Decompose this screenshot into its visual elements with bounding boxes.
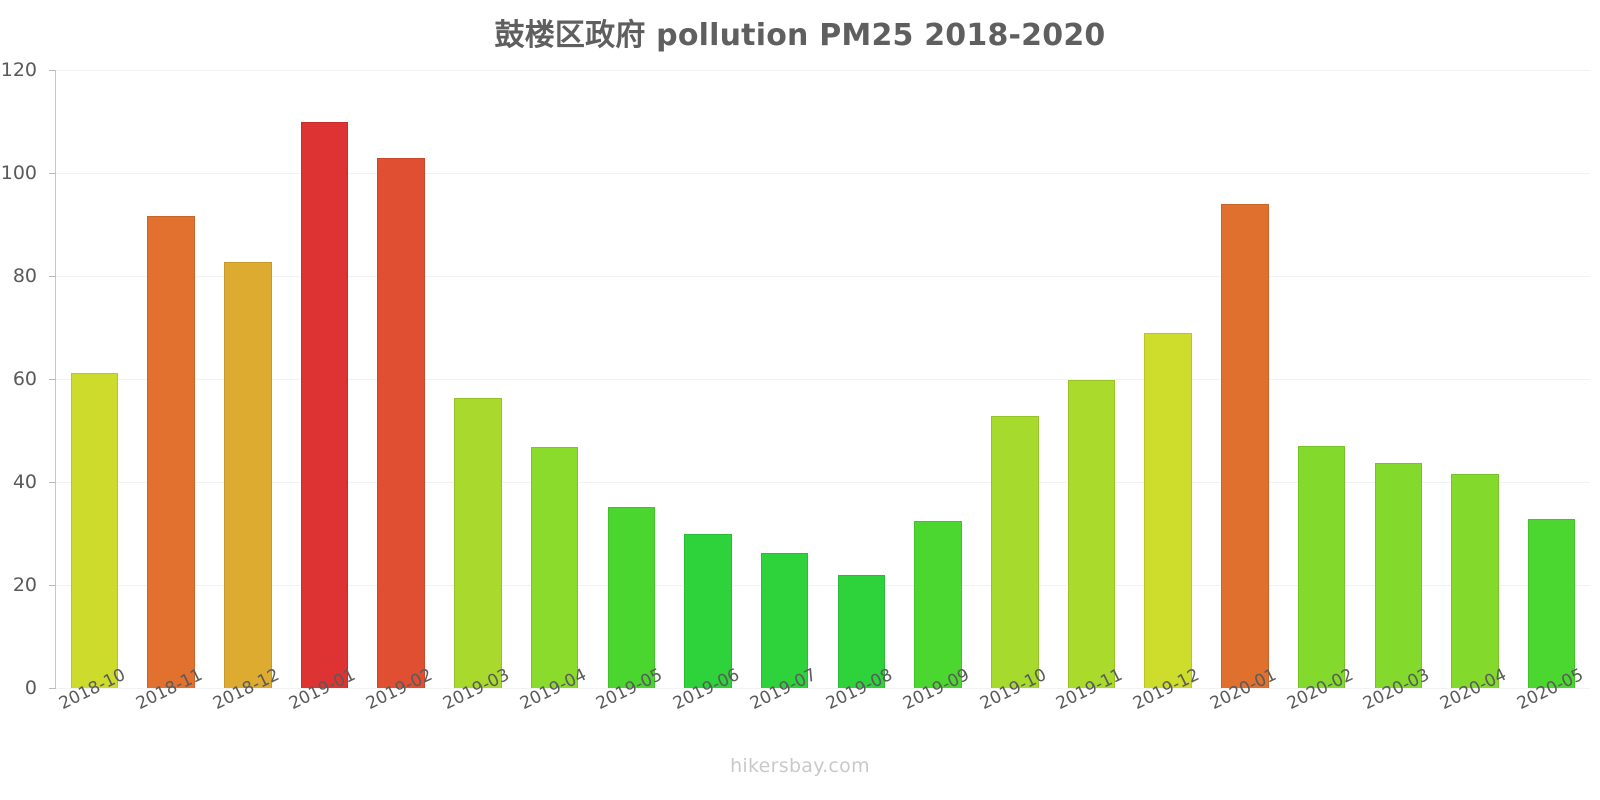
x-label-slot: 2020-02 bbox=[1283, 665, 1360, 752]
gridline bbox=[55, 688, 1590, 689]
y-axis-tick-label: 80 bbox=[12, 265, 37, 287]
bar-slot bbox=[1283, 70, 1360, 688]
bar-slot bbox=[133, 70, 210, 688]
x-label-slot: 2020-03 bbox=[1360, 665, 1437, 752]
bar[interactable] bbox=[1221, 203, 1269, 688]
bar[interactable] bbox=[223, 262, 272, 688]
bar[interactable] bbox=[684, 534, 732, 688]
bar-slot bbox=[900, 70, 977, 688]
bar-slot bbox=[976, 70, 1053, 688]
y-axis-tick-mark bbox=[49, 688, 56, 689]
y-axis-tick-label: 100 bbox=[0, 162, 37, 184]
bar-slot bbox=[746, 70, 823, 688]
y-axis-tick-mark bbox=[49, 379, 56, 380]
y-axis-tick-label: 120 bbox=[0, 59, 37, 81]
bar-slot bbox=[56, 70, 133, 688]
y-axis-tick-mark bbox=[49, 585, 56, 586]
bar[interactable] bbox=[1297, 446, 1346, 688]
bar[interactable] bbox=[147, 215, 195, 688]
bar[interactable] bbox=[1451, 474, 1499, 688]
x-axis-labels: 2018-10 2018-11 2018-12 2019-01 2019-02 2019-… bbox=[56, 665, 1590, 752]
bar-series bbox=[56, 70, 1590, 688]
bar[interactable] bbox=[530, 446, 579, 688]
chart-title: 鼓楼区政府 pollution PM25 2018-2020 bbox=[494, 18, 1106, 53]
bar-slot bbox=[363, 70, 440, 688]
bar-slot bbox=[1437, 70, 1514, 688]
gridline bbox=[55, 173, 1590, 174]
y-axis-tick-mark bbox=[49, 70, 56, 71]
x-label-slot: 2018-11 bbox=[133, 665, 210, 752]
x-label-slot: 2020-04 bbox=[1437, 665, 1514, 752]
x-label-slot: 2019-11 bbox=[1053, 665, 1130, 752]
x-label-slot: 2019-05 bbox=[593, 665, 670, 752]
x-label-slot: 2019-06 bbox=[670, 665, 747, 752]
x-label-slot: 2019-08 bbox=[823, 665, 900, 752]
bar-slot bbox=[1207, 70, 1284, 688]
y-axis-tick-mark bbox=[49, 482, 56, 483]
x-label-slot: 2018-10 bbox=[56, 665, 133, 752]
bar[interactable] bbox=[991, 416, 1039, 688]
y-axis-tick-label: 40 bbox=[12, 471, 37, 493]
bar[interactable] bbox=[1527, 519, 1576, 688]
bar-slot bbox=[516, 70, 593, 688]
x-label-slot: 2019-07 bbox=[746, 665, 823, 752]
x-label-slot: 2019-04 bbox=[516, 665, 593, 752]
gridline bbox=[55, 482, 1590, 483]
bar[interactable] bbox=[914, 520, 962, 688]
x-label-slot: 2019-01 bbox=[286, 665, 363, 752]
bar[interactable] bbox=[300, 121, 349, 688]
gridline bbox=[55, 379, 1590, 380]
bar[interactable] bbox=[1067, 380, 1116, 688]
x-label-slot: 2019-10 bbox=[976, 665, 1053, 752]
gridline bbox=[55, 276, 1590, 277]
x-label-slot: 2019-02 bbox=[363, 665, 440, 752]
x-label-slot: 2020-01 bbox=[1207, 665, 1284, 752]
y-axis-tick-mark bbox=[49, 276, 56, 277]
x-label-slot: 2019-03 bbox=[440, 665, 517, 752]
bar-slot bbox=[1360, 70, 1437, 688]
x-label-slot: 2019-09 bbox=[900, 665, 977, 752]
y-axis-tick-mark bbox=[49, 173, 56, 174]
bar-slot bbox=[670, 70, 747, 688]
bar-slot bbox=[286, 70, 363, 688]
watermark: hikersbay.com bbox=[730, 755, 870, 777]
plot-area: 0 20 40 60 80 100 120 bbox=[1, 59, 1590, 699]
bar[interactable] bbox=[377, 157, 425, 688]
bar-slot bbox=[209, 70, 286, 688]
bar-slot bbox=[593, 70, 670, 688]
bar[interactable] bbox=[1374, 462, 1423, 688]
bar[interactable] bbox=[837, 574, 886, 688]
bar-slot bbox=[440, 70, 517, 688]
x-label-slot: 2020-05 bbox=[1513, 665, 1590, 752]
gridline bbox=[55, 70, 1590, 71]
x-label-slot: 2018-12 bbox=[209, 665, 286, 752]
y-axis-tick-label: 0 bbox=[24, 677, 37, 699]
bar-slot bbox=[1053, 70, 1130, 688]
bar-slot bbox=[1130, 70, 1207, 688]
bar[interactable] bbox=[70, 372, 119, 688]
gridline bbox=[55, 585, 1590, 586]
y-axis-tick-label: 60 bbox=[12, 368, 37, 390]
x-label-slot: 2019-12 bbox=[1130, 665, 1207, 752]
y-axis-tick-label: 20 bbox=[12, 574, 37, 596]
bar[interactable] bbox=[607, 507, 656, 688]
bar[interactable] bbox=[1144, 332, 1192, 688]
bar[interactable] bbox=[760, 552, 809, 688]
bar-slot bbox=[1513, 70, 1590, 688]
bar-slot bbox=[823, 70, 900, 688]
bar[interactable] bbox=[454, 397, 502, 688]
